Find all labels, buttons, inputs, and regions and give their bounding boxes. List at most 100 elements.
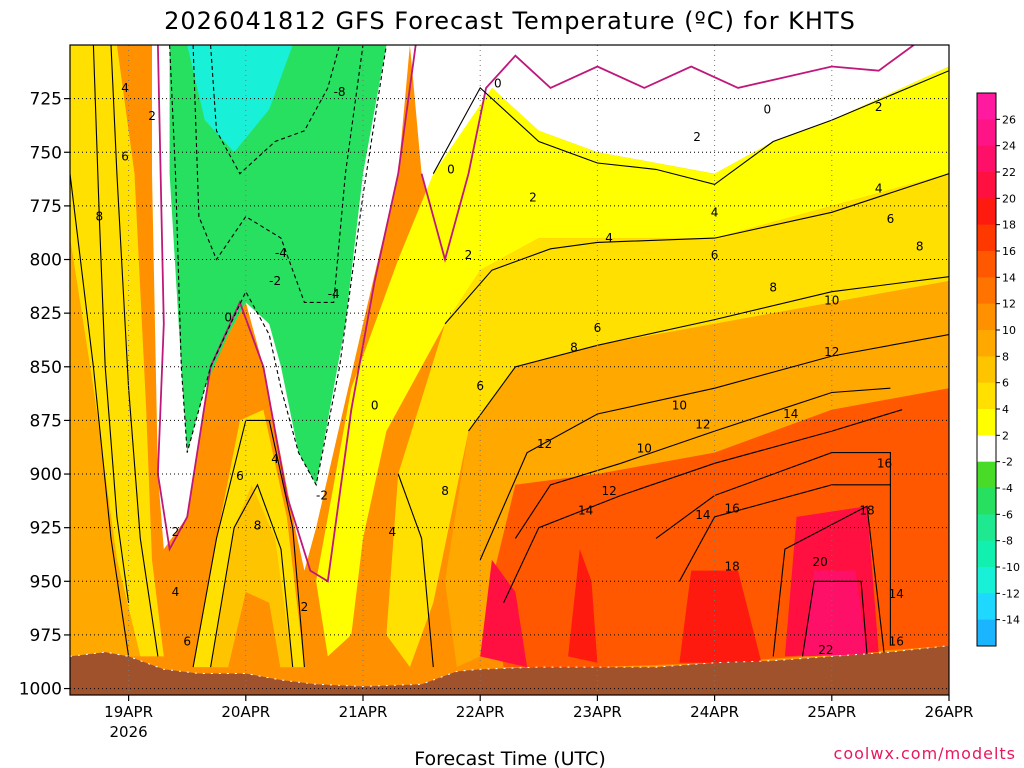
temp-region-layer-warm-mid — [445, 281, 949, 668]
contour-label-48: 16 — [725, 501, 740, 515]
contour-label-43: 12 — [537, 437, 552, 451]
contour-label-6: -4 — [328, 287, 340, 301]
y-tick-label-900: 900 — [30, 465, 62, 485]
x-tick-label-21APR: 21APR — [339, 703, 388, 721]
contour-label-5: -4 — [275, 246, 287, 260]
contour-label-47: 14 — [695, 508, 710, 522]
colorbar-bin-2-to-4 — [977, 409, 996, 436]
colorbar-bin--4-to--2 — [977, 461, 996, 489]
terrain-surface — [70, 645, 949, 695]
contour-label-52: 14 — [889, 587, 904, 601]
contour-label-26: 4 — [605, 231, 613, 245]
colorbar-bin--2-to-2 — [977, 435, 996, 463]
credit-link[interactable]: coolwx.com/modelts — [834, 744, 1016, 763]
temp-region-hot-core-23apr — [568, 549, 598, 663]
colorbar-label-8: 8 — [1002, 350, 1009, 363]
colorbar-label-26: 26 — [1002, 113, 1016, 126]
isotherm-6-8 — [468, 276, 949, 432]
chart-title: 2026041812 GFS Forecast Temperature (ºC)… — [164, 7, 856, 35]
contour-label-29: 6 — [711, 248, 719, 262]
isotherm-4-7 — [444, 173, 949, 325]
contour-label-44: 14 — [578, 504, 593, 518]
colorbar-bin-4-to-6 — [977, 382, 996, 410]
colorbar-label-6: 6 — [1002, 377, 1009, 390]
colorbar-bin-6-to-8 — [977, 356, 996, 384]
y-tick-label-950: 950 — [30, 572, 62, 592]
isotherm-minus8-4 — [210, 45, 341, 175]
contour-label-27: 4 — [711, 205, 719, 219]
contour-label-49: 18 — [859, 504, 874, 518]
grid — [70, 45, 950, 695]
isotherm-8-9 — [479, 334, 949, 561]
colorbar-bin--12-to--10 — [977, 567, 996, 594]
contour-label-41: 10 — [637, 441, 652, 455]
contour-label-21: 2 — [465, 248, 473, 262]
contour-label-20: 0 — [447, 162, 455, 176]
contour-label-11: -2 — [316, 488, 328, 502]
y-tick-label-875: 875 — [30, 411, 62, 431]
contour-label-8: 0 — [224, 310, 232, 324]
isotherm-2-6 — [432, 70, 949, 185]
contour-label-23: 2 — [693, 130, 701, 144]
x-tick-label-22APR: 22APR — [456, 703, 505, 721]
colorbar-bin-26-to-28 — [977, 93, 996, 120]
colorbar-label-10: 10 — [1002, 324, 1016, 337]
colorbar-label-16: 16 — [1002, 245, 1016, 258]
isotherm-4-18 — [397, 473, 434, 668]
colorbar-bin-18-to-20 — [977, 198, 996, 226]
isotherm-minus4-3 — [192, 45, 364, 303]
isotherm-14-12 — [655, 452, 891, 646]
contour-label-53: 16 — [889, 634, 904, 648]
y-tick-label-750: 750 — [30, 143, 62, 163]
isotherm-18-14 — [772, 505, 886, 657]
contour-label-42: 12 — [601, 484, 616, 498]
colorbar-label-20: 20 — [1002, 192, 1016, 205]
isotherm-16-13 — [678, 484, 891, 582]
contour-label-15: 4 — [172, 585, 180, 599]
contour-label-22: 2 — [529, 190, 537, 204]
colorbar-label--14: -14 — [1002, 614, 1020, 627]
contour-label-2: 6 — [121, 150, 129, 164]
isotherm-4-19 — [110, 45, 159, 657]
temp-region-layer-left-orange — [70, 238, 141, 657]
colorbar-bin-14-to-16 — [977, 251, 996, 278]
contour-label-4: -8 — [334, 85, 346, 99]
contour-label-37: 12 — [824, 345, 839, 359]
colorbar-label-22: 22 — [1002, 166, 1016, 179]
contour-label-32: 6 — [594, 321, 602, 335]
isotherm-12-11 — [503, 409, 903, 604]
contour-label-9: 0 — [371, 398, 379, 412]
x-axis-label: Forecast Time (UTC) — [414, 748, 605, 768]
x-tick-label-19APR: 19APR — [104, 703, 153, 721]
colorbar-bin-12-to-14 — [977, 277, 996, 305]
colorbar-bin-10-to-12 — [977, 303, 996, 331]
y-tick-label-775: 775 — [30, 197, 62, 217]
contour-label-34: 10 — [824, 293, 839, 307]
contour-label-12: 6 — [236, 469, 244, 483]
temp-region-layer-2-4 — [316, 66, 949, 657]
contour-label-1: 2 — [148, 109, 156, 123]
contour-label-38: 10 — [672, 398, 687, 412]
colorbar-label-4: 4 — [1002, 403, 1009, 416]
contour-label-35: 8 — [570, 340, 578, 354]
colorbar-label-2: 2 — [1002, 429, 1009, 442]
y-tick-label-725: 725 — [30, 90, 62, 110]
axes: 725750775800825850875900925950975100019A… — [19, 90, 974, 741]
contour-label-40: 14 — [783, 407, 798, 421]
y-tick-label-925: 925 — [30, 519, 62, 539]
contour-label-25: 2 — [875, 100, 883, 114]
contour-label-10: 4 — [271, 452, 279, 466]
isotherm-0-0 — [156, 45, 417, 583]
contour-label-36: 6 — [476, 379, 484, 393]
temp-region-cold-pocket — [169, 45, 387, 485]
colorbar-bin-16-to-18 — [977, 224, 996, 252]
colorbar-bin--16-to--14 — [977, 619, 996, 647]
contour-label-39: 12 — [695, 418, 710, 432]
temp-region-bump-20apr-red — [228, 592, 281, 672]
isotherm-6-20 — [70, 173, 130, 657]
x-tick-label-26APR: 26APR — [925, 703, 974, 721]
temp-region-layer-left-yellow — [70, 45, 164, 657]
contour-label-51: 20 — [812, 555, 827, 569]
